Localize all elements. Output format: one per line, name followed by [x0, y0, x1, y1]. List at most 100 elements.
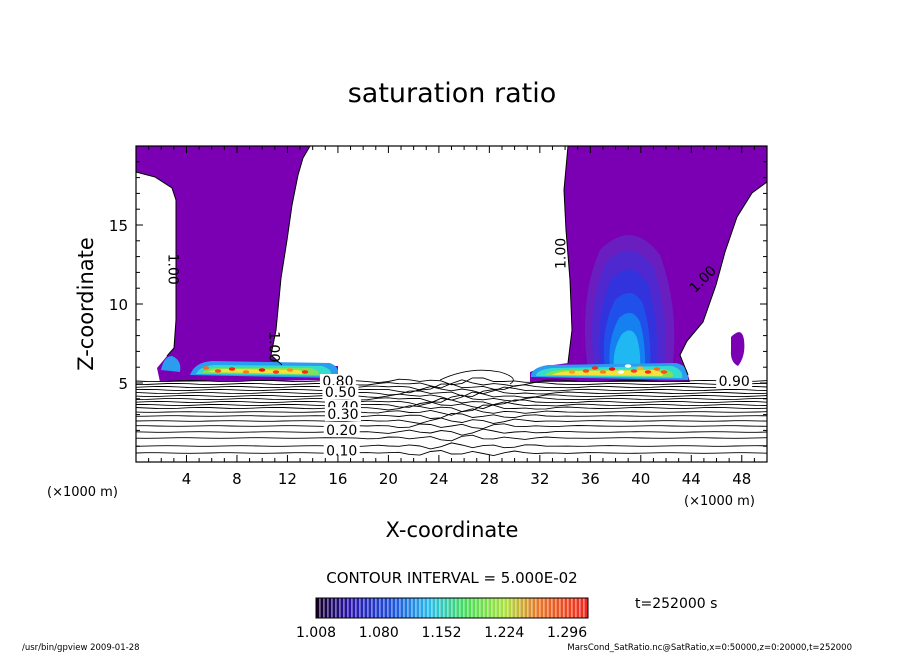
speckle-3 [608, 367, 616, 371]
x-tick-label-24: 24 [429, 470, 448, 488]
colorbar-label-3: 1.224 [484, 625, 524, 641]
colorbar-cell-26 [419, 597, 425, 619]
colorbar-cell-31 [439, 597, 445, 619]
x-unit-left: (×1000 m) [47, 485, 118, 500]
contour-label-bg-4 [716, 374, 753, 388]
contour-label-2: 1.00 [554, 238, 570, 269]
contour-1-right-edge [563, 145, 573, 364]
colorbar-label-0: 1.008 [296, 625, 336, 641]
colorbar-cell-45 [495, 597, 501, 619]
speckle-18 [301, 370, 309, 374]
contour-label-6: 0.50 [325, 385, 356, 401]
colorbar-cell-53 [527, 597, 533, 619]
contour-label-bg-10 [323, 443, 360, 458]
colorbar-cell-7 [343, 597, 349, 619]
colorbar-cell-4 [331, 597, 337, 619]
colorbar-cell-42 [483, 597, 489, 619]
contour-small-loop [439, 369, 514, 385]
colorbar-cell-65 [575, 597, 581, 619]
x-tick-label-12: 12 [278, 470, 297, 488]
colorbar-cell-1 [319, 597, 325, 619]
colorbar-cell-48 [507, 597, 513, 619]
contour-labels: 1.001.001.001.000.900.800.500.400.300.20… [164, 238, 753, 460]
colorbar-cell-37 [463, 597, 469, 619]
contour-label-9: 0.20 [326, 423, 357, 439]
speckle-0 [582, 369, 590, 373]
speckle-13 [228, 367, 236, 371]
x-tick-label-32: 32 [530, 470, 549, 488]
colorbar-cell-33 [447, 597, 453, 619]
colorbar-cell-24 [411, 597, 417, 619]
contour-line-14 [136, 423, 768, 430]
contour-1-left-edge [270, 145, 311, 366]
colorbar-cell-12 [363, 597, 369, 619]
contour-line-10 [135, 404, 768, 413]
colorbar-cell-39 [471, 597, 477, 619]
contour-label-10: 0.10 [326, 444, 357, 460]
colorbar-cell-29 [431, 597, 437, 619]
speckle-11 [660, 370, 668, 374]
colorbar-cell-2 [323, 597, 329, 619]
colorbar-cell-51 [519, 597, 525, 619]
colorbar-cell-0 [315, 597, 321, 619]
contour-line-13 [135, 417, 768, 424]
colorbar-cell-15 [375, 597, 381, 619]
contour-line-3 [135, 383, 768, 391]
speckle-14 [242, 370, 250, 374]
contour-label-bg-6 [322, 385, 359, 400]
x-tick-label-20: 20 [379, 470, 398, 488]
contour-line-4 [135, 386, 768, 395]
x-axis-label: X-coordinate [386, 518, 519, 542]
colorbar-cell-6 [339, 597, 345, 619]
colorbar-cell-38 [467, 597, 473, 619]
y-tick-label-15: 15 [109, 217, 128, 235]
chart-title: saturation ratio [348, 78, 557, 109]
speckle-8 [644, 370, 652, 374]
colorbar-cell-40 [475, 597, 481, 619]
colorbar-cell-60 [555, 597, 561, 619]
speckle-1 [591, 366, 599, 370]
isolated-saturated-blob [730, 332, 745, 366]
contour-label-bg-9 [323, 422, 360, 437]
colorbar-cell-36 [459, 597, 465, 619]
y-axis-label: Z-coordinate [74, 237, 98, 371]
speckle-5 [624, 364, 632, 368]
x-unit-right: (×1000 m) [684, 494, 755, 509]
colorbar-cell-19 [391, 597, 397, 619]
colorbar-cell-62 [563, 597, 569, 619]
colorbar-cell-56 [539, 597, 545, 619]
speckle-9 [653, 367, 661, 371]
colorbar-cell-5 [335, 597, 341, 619]
y-tick-label-5: 5 [118, 375, 128, 393]
colorbar-cell-41 [479, 597, 485, 619]
speckle-17 [286, 368, 294, 372]
colorbar-cell-44 [491, 597, 497, 619]
colorbar-cell-54 [531, 597, 537, 619]
colorbar-cell-13 [367, 597, 373, 619]
colorbar-cell-20 [395, 597, 401, 619]
colorbar-cell-50 [515, 597, 521, 619]
colorbar-cell-17 [383, 597, 389, 619]
speckle-15 [258, 368, 266, 372]
colorbar-cell-61 [559, 597, 565, 619]
x-tick-label-4: 4 [182, 470, 192, 488]
colorbar-cell-11 [359, 597, 365, 619]
contour-1-left-inner [135, 171, 177, 357]
colorbar-cell-46 [499, 597, 505, 619]
colorbar-frame [315, 597, 589, 619]
colorbar-cell-16 [379, 597, 385, 619]
colorbar-cell-52 [523, 597, 529, 619]
y-axis-ticks: 5 10 15 [109, 161, 767, 447]
speckle-4 [617, 370, 625, 374]
contour-line-9 [135, 401, 768, 410]
colorbar-cell-47 [503, 597, 509, 619]
x-axis-ticks: 4 8 12 16 20 24 28 32 36 40 44 48 [148, 146, 755, 488]
y-tick-label-10: 10 [109, 296, 128, 314]
colorbar-cell-49 [511, 597, 517, 619]
colorbar-cell-64 [571, 597, 577, 619]
colorbar [315, 597, 589, 619]
x-tick-label-8: 8 [232, 470, 242, 488]
footer-program: /usr/bin/gpview 2009-01-28 [22, 643, 140, 653]
plume-layer-6 [613, 330, 641, 368]
colorbar-label-2: 1.152 [421, 625, 461, 641]
